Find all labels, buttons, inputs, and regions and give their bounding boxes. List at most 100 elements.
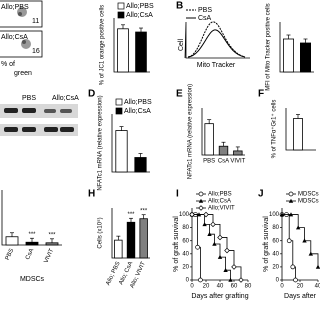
y-axis-label: % of graft survival xyxy=(263,216,270,272)
x-tick-label: 20 xyxy=(297,284,304,290)
panel-label: I xyxy=(176,189,179,200)
panel-label: H xyxy=(88,189,95,200)
x-axis-label: Days after xyxy=(284,293,317,300)
flow-label: % of xyxy=(1,61,15,68)
legend-label: Allo;PBS xyxy=(124,99,152,106)
marker xyxy=(223,267,228,272)
marker xyxy=(202,222,207,227)
flow-plot xyxy=(0,30,43,58)
y-tick-label: 60 xyxy=(182,238,189,244)
marker xyxy=(286,238,292,244)
x-tick-label: PBS xyxy=(203,159,215,165)
histogram-axes xyxy=(184,21,250,59)
blot-strip xyxy=(0,124,78,136)
marker xyxy=(238,277,244,283)
panel-label: E xyxy=(176,89,183,100)
bar xyxy=(293,118,303,151)
legend-swatch xyxy=(115,98,123,106)
bar xyxy=(117,28,129,73)
x-tick-label: 60 xyxy=(231,284,238,290)
y-tick-label: 100 xyxy=(269,212,280,218)
histogram-curve xyxy=(187,21,246,58)
y-tick-label: 100 xyxy=(179,212,190,218)
x-tick-label: 20 xyxy=(203,284,210,290)
marker xyxy=(288,212,294,217)
axis xyxy=(285,108,316,151)
flow-label: Allo;CsA xyxy=(1,34,28,41)
axis xyxy=(1,190,62,246)
x-tick-label: CsA xyxy=(218,159,229,165)
bar xyxy=(134,157,147,173)
flow-plot xyxy=(0,0,43,28)
x-tick-label: 0 xyxy=(190,284,194,290)
blot-label: Allo;CsA xyxy=(52,95,79,102)
y-axis-label: NFATc1 mRNA (relative expression) xyxy=(188,84,194,179)
marker xyxy=(293,277,298,283)
significance: *** xyxy=(28,232,36,238)
x-axis-label: MDSCs xyxy=(20,276,45,283)
y-tick-label: 0 xyxy=(276,278,280,284)
flow-value: 11 xyxy=(32,18,39,25)
bar xyxy=(135,31,147,73)
y-tick-label: 20 xyxy=(182,264,189,270)
bar xyxy=(139,218,148,259)
marker xyxy=(315,264,320,269)
blot-strip xyxy=(0,104,78,118)
marker xyxy=(198,191,204,197)
axis-label: Cell xyxy=(178,39,185,52)
x-tick-label: 0 xyxy=(280,284,284,290)
significance: *** xyxy=(48,232,56,238)
y-tick-label: 80 xyxy=(272,225,279,231)
marker xyxy=(217,254,223,259)
axis xyxy=(281,208,318,281)
marker xyxy=(224,247,230,254)
y-axis-label: Cells (x10⁵) xyxy=(97,217,104,248)
x-tick-label: PBS xyxy=(5,248,16,261)
marker xyxy=(189,211,195,218)
legend-label: CsA xyxy=(198,15,212,22)
bar xyxy=(126,221,136,259)
significance: *** xyxy=(140,208,148,214)
x-tick-label: VIVIT xyxy=(43,248,55,264)
x-tick-label: 80 xyxy=(245,284,252,290)
marker xyxy=(231,264,237,270)
legend-label: Allo;PBS xyxy=(208,192,232,198)
marker xyxy=(198,205,204,211)
marker xyxy=(203,211,209,218)
bar xyxy=(204,123,214,156)
panel-label: F xyxy=(258,89,264,100)
marker xyxy=(207,231,212,236)
bar xyxy=(5,236,19,246)
legend-label: Allo;VIVIT xyxy=(208,206,235,212)
bar xyxy=(233,150,243,156)
bar xyxy=(114,239,123,259)
y-tick-label: 60 xyxy=(272,238,279,244)
y-tick-label: 40 xyxy=(272,251,279,257)
axis xyxy=(201,108,245,156)
blot-bands xyxy=(4,108,74,132)
marker xyxy=(228,277,233,282)
marker xyxy=(212,241,217,246)
legend-swatch xyxy=(117,11,125,19)
y-axis-label: MFI of Mito Tracker positive cells xyxy=(266,3,272,90)
y-axis-label: % of TNFα⁺Gr1⁺ cells xyxy=(271,100,278,159)
marker xyxy=(308,251,313,256)
legend-label: PBS xyxy=(198,7,212,14)
significance: *** xyxy=(127,212,135,218)
marker xyxy=(296,225,301,230)
axis-label: Mito Tracker xyxy=(197,62,236,69)
legend-label: Allo;CsA xyxy=(126,12,153,19)
marker xyxy=(279,212,285,217)
legend-swatch xyxy=(117,2,125,10)
y-axis-label: % of JC1 orange positive cells xyxy=(100,5,106,85)
marker xyxy=(302,238,307,243)
legend-label: Allo;PBS xyxy=(126,3,154,10)
blot-label: PBS xyxy=(22,95,36,102)
survival-line xyxy=(282,214,319,267)
flow-dots xyxy=(17,7,31,49)
flow-value: 16 xyxy=(32,48,40,55)
legend-label: MDSCs xyxy=(298,199,319,205)
x-tick-label: 40 xyxy=(217,284,224,290)
